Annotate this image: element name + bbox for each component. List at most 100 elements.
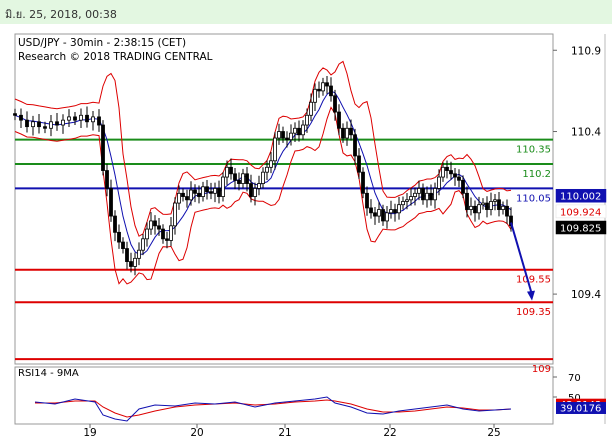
candle-body — [181, 192, 185, 197]
candle-body — [369, 207, 373, 214]
candle-body — [79, 114, 83, 121]
candle-body — [461, 179, 465, 194]
forecast-arrow — [510, 222, 535, 301]
candle-body — [289, 132, 293, 141]
candle-body — [201, 186, 205, 197]
candle-body — [67, 116, 71, 121]
level-label: 109 — [532, 364, 551, 375]
candle-body — [177, 192, 181, 204]
price-tags: 110.002 109.924 109.825 — [555, 188, 607, 235]
candle-body — [441, 166, 445, 178]
candle-body — [193, 189, 197, 194]
candle-body — [43, 126, 47, 129]
candle-body — [293, 127, 297, 134]
candle-body — [257, 183, 261, 189]
candle-body — [281, 131, 285, 139]
candle-body — [157, 225, 161, 230]
price-tag-label: 109.825 — [560, 224, 601, 235]
candle-body — [373, 212, 377, 217]
candle-body — [393, 209, 397, 214]
candle-body — [349, 127, 353, 136]
candle-body — [389, 209, 393, 214]
forecast-arrow-shaft — [510, 222, 533, 295]
x-tick-label: 19 — [83, 427, 96, 439]
candle-body — [333, 95, 337, 113]
level-label: 110.05 — [516, 193, 551, 204]
candle-body — [361, 171, 365, 194]
candle-body — [501, 205, 505, 210]
candle-body — [353, 134, 357, 157]
candle-body — [377, 209, 381, 217]
candle-body — [233, 173, 237, 181]
candle-body — [297, 127, 301, 136]
y-tick-label: 110.4 — [571, 127, 601, 139]
candle-body — [421, 188, 425, 201]
candle-body — [469, 205, 473, 210]
candle-body — [117, 231, 121, 243]
candle-body — [121, 241, 125, 249]
candle-body — [301, 124, 305, 136]
candle-body — [197, 192, 201, 197]
candle-body — [433, 188, 437, 201]
candle-body — [357, 155, 361, 173]
candle-body — [409, 196, 413, 201]
candle-body — [317, 88, 321, 92]
candle-body — [309, 101, 313, 116]
candle-body — [229, 166, 233, 175]
price-tag-box — [555, 204, 607, 219]
candle-body — [437, 176, 441, 189]
candle-body — [55, 121, 59, 126]
candle-body — [325, 82, 329, 87]
candle-body — [49, 121, 53, 129]
candle-body — [13, 113, 17, 116]
rsi-title: RSI14 - 9MA — [18, 368, 79, 379]
moving-average-line — [14, 90, 512, 256]
date-axis: 19 20 21 22 25 — [83, 424, 501, 439]
candle-body — [365, 192, 369, 209]
candle-body — [225, 166, 229, 178]
candle-body — [449, 170, 453, 175]
candle-body — [91, 116, 95, 123]
candle-body — [265, 166, 269, 173]
candle-body — [19, 114, 23, 121]
candle-body — [481, 202, 485, 206]
candle-body — [473, 205, 477, 214]
header-bar: มิ.ย. 25, 2018, 00:38 — [0, 0, 612, 24]
price-tag-label: 110.002 — [560, 192, 601, 203]
candle-body — [285, 137, 289, 141]
candle-body — [209, 191, 213, 194]
candle-body — [31, 121, 35, 128]
chart-title: USD/JPY - 30min - 2:38:15 (CET) — [18, 37, 186, 49]
header-datetime: มิ.ย. 25, 2018, 00:38 — [5, 8, 117, 21]
rsi-ma-line — [35, 399, 512, 418]
candle-body — [141, 238, 145, 251]
bollinger-bands — [14, 60, 512, 285]
candle-body — [489, 201, 493, 210]
candle-body — [129, 261, 133, 267]
rsi-tick-label: 70 — [568, 373, 581, 384]
candle-body — [405, 199, 409, 202]
candle-body — [505, 205, 509, 217]
rsi-tag-box — [556, 401, 606, 414]
candle-body — [493, 199, 497, 202]
bollinger-upper-line — [14, 60, 512, 237]
price-tag-box — [555, 188, 607, 203]
candle-body — [321, 82, 325, 92]
candle-body — [173, 202, 177, 227]
price-tag-label: 109.924 — [560, 207, 601, 218]
candle-body — [237, 179, 241, 184]
price-axis: 109.4 110.4 110.9 — [553, 45, 601, 301]
candle-body — [165, 238, 169, 241]
rsi-panel — [14, 366, 554, 425]
candle-body — [37, 121, 41, 128]
candle-body — [133, 257, 137, 267]
candle-body — [425, 192, 429, 201]
candle-body — [313, 88, 317, 103]
x-tick-label: 20 — [190, 427, 203, 439]
candle-body — [25, 119, 29, 128]
candle-body — [153, 220, 157, 227]
candle-body — [477, 204, 481, 214]
x-tick-label: 25 — [487, 427, 500, 439]
candle-body — [445, 166, 449, 171]
price-tag-box — [555, 220, 607, 235]
